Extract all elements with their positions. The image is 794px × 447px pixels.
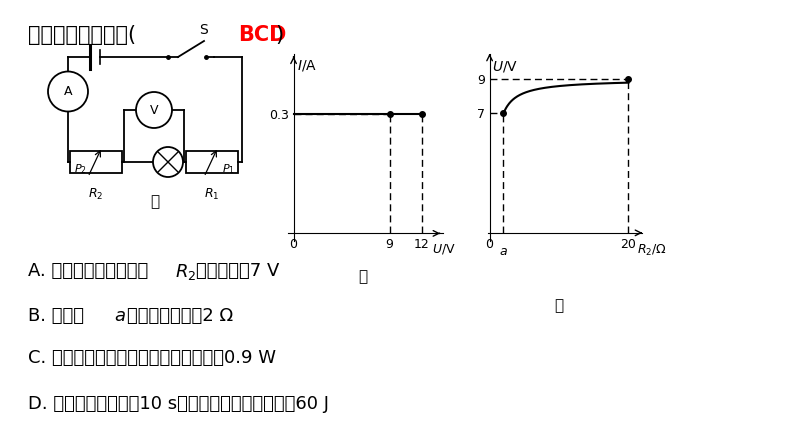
Text: $I$/A: $I$/A [297, 58, 317, 72]
Text: A. 小灯泡正常发光时，: A. 小灯泡正常发光时， [28, 262, 148, 280]
Text: S: S [199, 23, 208, 37]
Text: V: V [150, 104, 158, 117]
Text: $U$/V: $U$/V [433, 242, 457, 256]
Text: $U$/V: $U$/V [491, 59, 518, 74]
Text: $a$: $a$ [499, 245, 508, 258]
Text: $P_1$: $P_1$ [222, 162, 234, 176]
Bar [70, 151, 122, 173]
Text: 两端电压为7 V: 两端电压为7 V [196, 262, 279, 280]
Text: $R_2$: $R_2$ [175, 262, 196, 282]
Text: B. 图丙中: B. 图丙中 [28, 307, 84, 325]
Text: 下列判断正确的是(: 下列判断正确的是( [28, 25, 143, 45]
Bar [186, 151, 238, 173]
Text: 乙: 乙 [358, 270, 368, 284]
Text: D. 整个过程中电路在10 s内能够消耗的最大电能为60 J: D. 整个过程中电路在10 s内能够消耗的最大电能为60 J [28, 395, 329, 413]
Text: C. 整个过程中小灯泡消耗的最小功率为0.9 W: C. 整个过程中小灯泡消耗的最小功率为0.9 W [28, 349, 276, 367]
Text: $R_1$: $R_1$ [204, 187, 220, 202]
Circle shape [48, 72, 88, 111]
Circle shape [136, 92, 172, 128]
Text: ): ) [275, 25, 283, 45]
Text: BCD: BCD [238, 25, 287, 45]
Text: $a$: $a$ [114, 307, 125, 325]
Text: $R_2$/Ω: $R_2$/Ω [637, 243, 667, 258]
Text: 甲: 甲 [150, 194, 160, 209]
Text: 点对应的阵値为2 Ω: 点对应的阵値为2 Ω [127, 307, 233, 325]
Text: 丙: 丙 [554, 298, 564, 313]
Text: A: A [64, 85, 72, 98]
Text: $P_2$: $P_2$ [74, 162, 87, 176]
Text: $R_2$: $R_2$ [88, 187, 104, 202]
Circle shape [153, 147, 183, 177]
